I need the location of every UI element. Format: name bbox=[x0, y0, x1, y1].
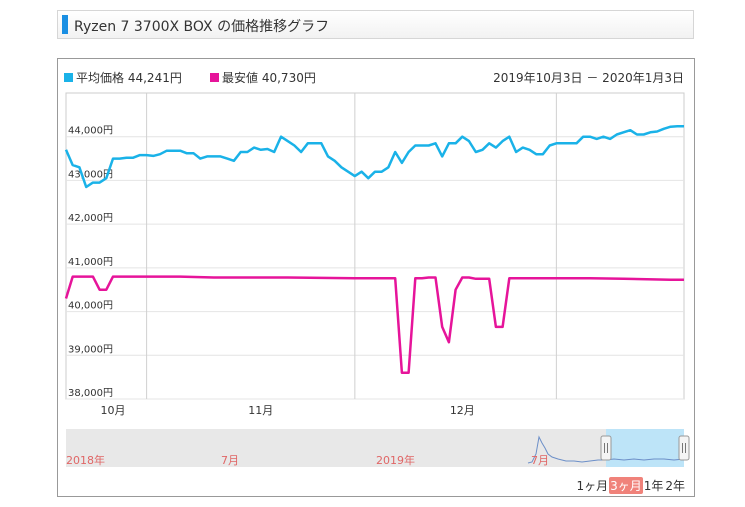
legend-avg-swatch bbox=[64, 73, 73, 82]
legend-min-swatch bbox=[210, 73, 219, 82]
navigator-label-0: 2018年 bbox=[66, 453, 105, 467]
legend-avg-value: 44,241円 bbox=[127, 71, 182, 85]
legend-min[interactable]: 最安値 40,730円 bbox=[210, 69, 316, 86]
legend-min-label: 最安値 bbox=[222, 71, 259, 85]
chart-container: 平均価格 44,241円 最安値 40,730円 2019年10月3日 － 20… bbox=[57, 58, 695, 497]
navigator-label-1: 7月 bbox=[221, 454, 239, 467]
range-button-3[interactable]: 2年 bbox=[665, 479, 685, 493]
navigator-background bbox=[66, 429, 684, 467]
legend-min-value: 40,730円 bbox=[261, 71, 316, 85]
x-tick-label-0: 10月 bbox=[101, 404, 126, 417]
page-title: Ryzen 7 3700X BOX の価格推移グラフ bbox=[74, 19, 330, 35]
range-selector: 1ヶ月 3ヶ月 1年 2年 bbox=[575, 477, 686, 494]
legend-avg-label: 平均価格 bbox=[76, 71, 125, 85]
navigator-handle-0[interactable] bbox=[600, 435, 612, 461]
range-button-2[interactable]: 1年 bbox=[643, 479, 664, 493]
range-button-0[interactable]: 1ヶ月 bbox=[576, 479, 609, 493]
period-range-text: 2019年10月3日 － 2020年1月3日 bbox=[493, 71, 684, 85]
title-accent-bar bbox=[62, 15, 68, 34]
navigator-label-3: 7月 bbox=[531, 454, 549, 467]
series-line-0 bbox=[64, 124, 684, 189]
y-tick-label-5: 43,000円 bbox=[68, 169, 113, 180]
plot-area bbox=[65, 92, 685, 400]
y-tick-label-3: 41,000円 bbox=[68, 257, 113, 268]
x-tick-label-2: 12月 bbox=[450, 404, 475, 417]
navigator-label-2: 2019年 bbox=[376, 453, 415, 467]
chart-title-bar: Ryzen 7 3700X BOX の価格推移グラフ bbox=[57, 10, 694, 39]
y-tick-label-6: 44,000円 bbox=[68, 126, 113, 137]
price-line-chart: 38,000円 39,000円 40,000円 41,000円 42,000円 43,00… bbox=[64, 92, 690, 467]
range-button-1[interactable]: 3ヶ月 bbox=[609, 477, 643, 494]
navigator-handle-1[interactable] bbox=[678, 435, 690, 461]
y-tick-label-2: 40,000円 bbox=[68, 301, 113, 312]
legend-avg[interactable]: 平均価格 44,241円 bbox=[64, 69, 182, 86]
navigator-history-line bbox=[527, 435, 685, 464]
series-line-1 bbox=[64, 275, 684, 375]
y-tick-label-1: 39,000円 bbox=[68, 344, 113, 355]
navigator-selected-range bbox=[606, 429, 684, 467]
x-tick-label-1: 11月 bbox=[248, 404, 273, 417]
y-tick-label-4: 42,000円 bbox=[68, 213, 113, 224]
y-tick-label-0: 38,000円 bbox=[68, 388, 113, 399]
